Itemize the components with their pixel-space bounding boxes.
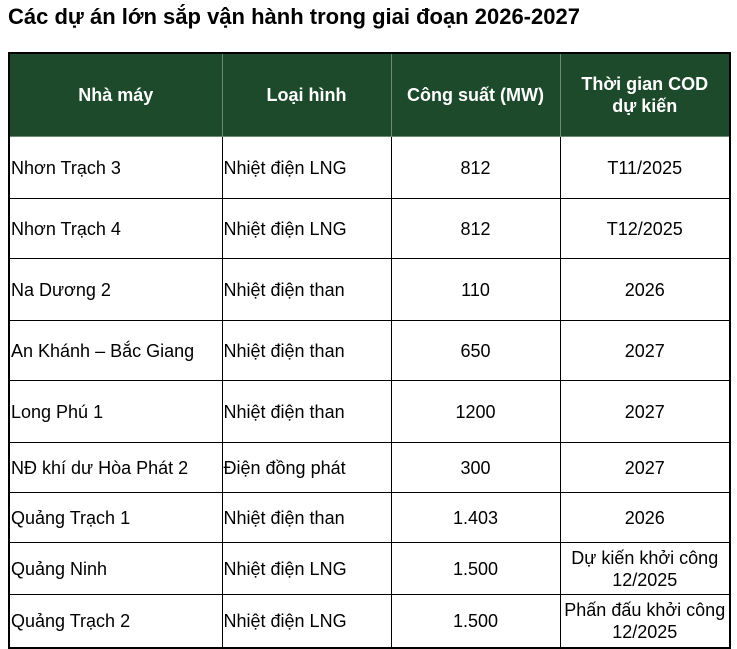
table-row: Long Phú 1 Nhiệt điện than 1200 2027 xyxy=(8,380,731,443)
table-row: Quảng Trạch 2 Nhiệt điện LNG 1.500 Phấn đấu… xyxy=(8,594,731,648)
table-body: Nhơn Trạch 3 Nhiệt điện LNG 812 T11/2025 Nhơ… xyxy=(8,136,731,648)
table-cell: 812 xyxy=(390,136,561,199)
table-cell: Nhiệt điện LNG xyxy=(221,198,392,259)
table-cell: Na Dương 2 xyxy=(8,258,223,321)
table-cell: Nhiệt điện LNG xyxy=(221,542,392,595)
table-cell: Quảng Ninh xyxy=(8,542,223,595)
column-header: Thời gian COD dự kiến xyxy=(559,52,731,137)
table-cell: Phấn đấu khởi công 12/2025 xyxy=(559,594,731,648)
table-cell: 1.403 xyxy=(390,492,561,543)
table: Nhà máy Loại hình Công suất (MW) Thời gian … xyxy=(8,52,731,649)
table-cell: 2027 xyxy=(559,320,731,381)
table-cell: 1.500 xyxy=(390,594,561,648)
table-row: Na Dương 2 Nhiệt điện than 110 2026 xyxy=(8,258,731,321)
table-cell: An Khánh – Bắc Giang xyxy=(8,320,223,381)
table-cell: 812 xyxy=(390,198,561,259)
table-cell: Quảng Trạch 2 xyxy=(8,594,223,648)
table-cell: Long Phú 1 xyxy=(8,380,223,443)
table-cell: 2026 xyxy=(559,492,731,543)
table-row: An Khánh – Bắc Giang Nhiệt điện than 650 20… xyxy=(8,320,731,381)
table-cell: Nhiệt điện LNG xyxy=(221,594,392,648)
table-cell: Điện đồng phát xyxy=(221,442,392,493)
column-header: Nhà máy xyxy=(8,52,223,137)
table-cell: T11/2025 xyxy=(559,136,731,199)
table-cell: Nhiệt điện than xyxy=(221,258,392,321)
table-cell: Nhiệt điện than xyxy=(221,492,392,543)
table-cell: Quảng Trạch 1 xyxy=(8,492,223,543)
column-header: Công suất (MW) xyxy=(390,52,561,137)
table-cell: 2027 xyxy=(559,442,731,493)
table-cell: 1.500 xyxy=(390,542,561,595)
header-row: Nhà máy Loại hình Công suất (MW) Thời gian … xyxy=(8,52,731,137)
table-cell: 2026 xyxy=(559,258,731,321)
table-row: Nhơn Trạch 4 Nhiệt điện LNG 812 T12/2025 xyxy=(8,198,731,259)
table-cell: Nhiệt điện LNG xyxy=(221,136,392,199)
table-cell: 110 xyxy=(390,258,561,321)
table-cell: Nhơn Trạch 4 xyxy=(8,198,223,259)
table-row: Nhơn Trạch 3 Nhiệt điện LNG 812 T11/2025 xyxy=(8,136,731,199)
column-header: Loại hình xyxy=(221,52,392,137)
title: Các dự án lớn sắp vận hành trong giai đo… xyxy=(8,4,580,29)
table-cell: Nhiệt điện than xyxy=(221,320,392,381)
table-cell: NĐ khí dư Hòa Phát 2 xyxy=(8,442,223,493)
table-cell: Dự kiến khởi công 12/2025 xyxy=(559,542,731,595)
table-cell: 300 xyxy=(390,442,561,493)
table-row: Quảng Trạch 1 Nhiệt điện than 1.403 2026 xyxy=(8,492,731,543)
table-cell: 2027 xyxy=(559,380,731,443)
table-cell: 1200 xyxy=(390,380,561,443)
table-row: NĐ khí dư Hòa Phát 2 Điện đồng phát 300 202… xyxy=(8,442,731,493)
table-cell: 650 xyxy=(390,320,561,381)
table-cell: Nhơn Trạch 3 xyxy=(8,136,223,199)
table-row: Quảng Ninh Nhiệt điện LNG 1.500 Dự kiến khở… xyxy=(8,542,731,595)
table-cell: Nhiệt điện than xyxy=(221,380,392,443)
table-cell: T12/2025 xyxy=(559,198,731,259)
